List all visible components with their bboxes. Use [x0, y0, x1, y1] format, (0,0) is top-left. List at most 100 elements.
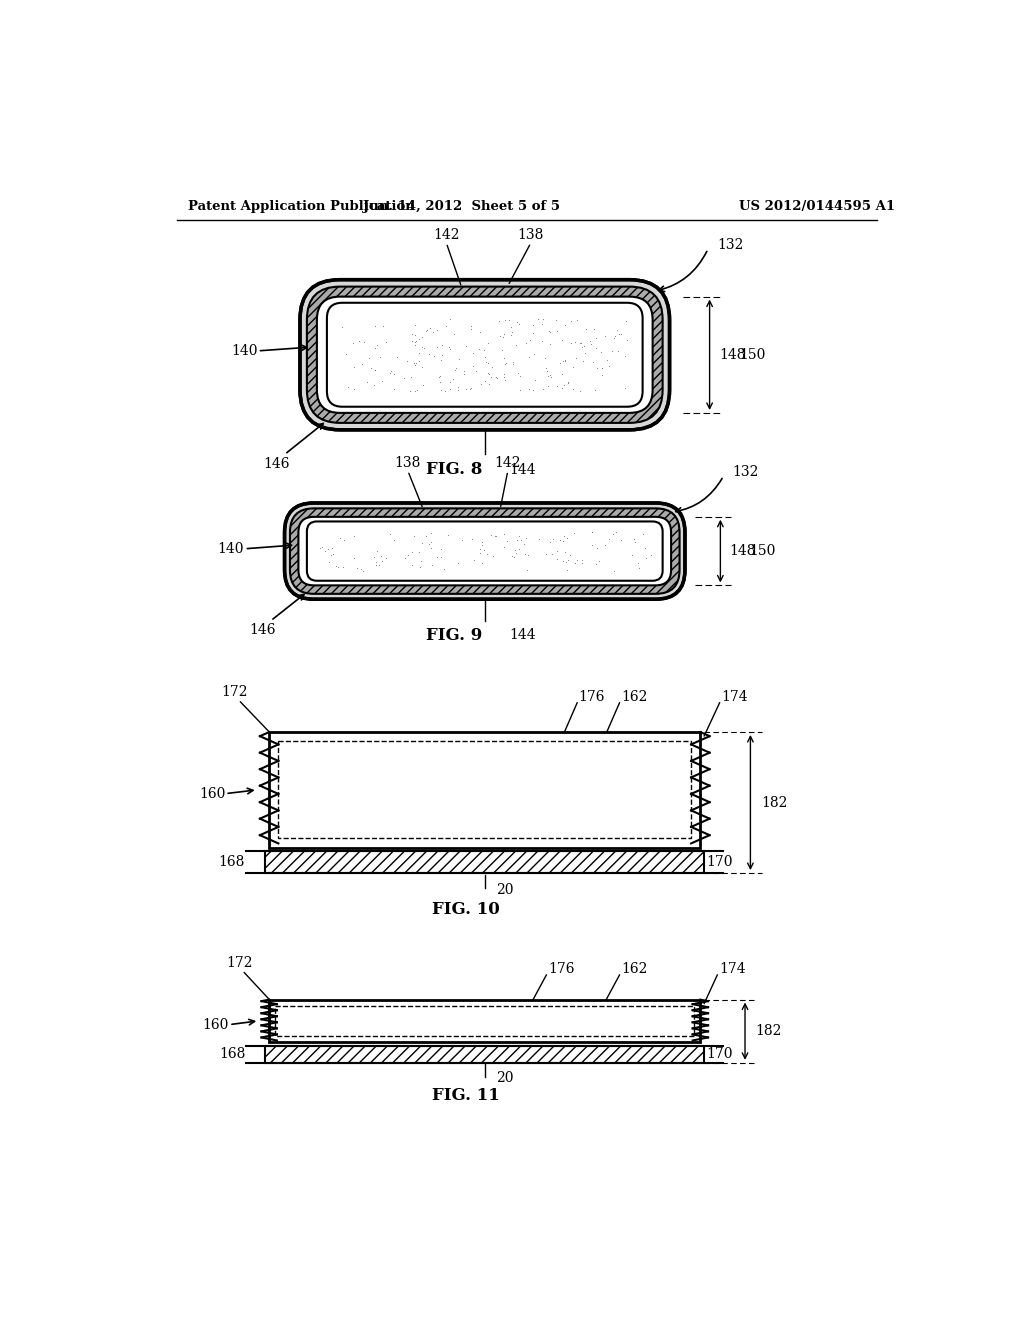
Point	[486, 338, 503, 359]
Point	[471, 315, 487, 337]
Point	[505, 354, 521, 375]
Point	[589, 537, 605, 558]
Point	[518, 366, 535, 387]
Point	[436, 362, 453, 383]
Point	[422, 379, 438, 400]
Point	[437, 380, 454, 401]
Point	[381, 363, 397, 384]
Point	[374, 550, 390, 572]
Point	[345, 545, 361, 566]
Point	[322, 525, 338, 546]
Point	[419, 368, 435, 389]
Point	[422, 549, 438, 570]
Point	[454, 363, 470, 384]
Point	[397, 558, 414, 579]
Point	[553, 371, 569, 392]
Point	[582, 529, 598, 550]
Point	[554, 371, 570, 392]
Text: 170: 170	[707, 1047, 733, 1061]
Point	[403, 367, 420, 388]
Point	[551, 364, 567, 385]
Point	[407, 355, 423, 376]
Point	[373, 318, 389, 339]
Point	[371, 554, 387, 576]
Point	[515, 318, 531, 339]
Point	[485, 354, 502, 375]
Point	[591, 558, 607, 579]
Point	[600, 318, 616, 339]
Point	[564, 560, 581, 581]
Point	[597, 326, 613, 347]
Point	[559, 371, 575, 392]
Point	[476, 339, 493, 360]
Point	[436, 556, 453, 577]
Point	[397, 548, 414, 569]
Point	[413, 525, 429, 546]
Point	[564, 350, 581, 371]
Point	[572, 333, 589, 354]
Point	[556, 366, 572, 387]
Point	[350, 330, 367, 351]
Point	[416, 313, 432, 334]
Point	[404, 541, 421, 562]
Point	[539, 360, 555, 381]
Point	[441, 339, 458, 360]
Point	[607, 368, 624, 389]
Point	[462, 378, 478, 399]
Point	[360, 317, 377, 338]
Point	[359, 331, 376, 352]
Point	[396, 368, 413, 389]
Point	[470, 356, 486, 378]
Point	[603, 323, 620, 345]
Point	[343, 366, 359, 387]
Point	[432, 546, 449, 568]
Point	[553, 378, 569, 399]
Point	[356, 350, 373, 371]
Point	[473, 525, 489, 546]
Point	[560, 310, 577, 331]
Point	[400, 527, 417, 548]
Point	[563, 548, 580, 569]
Point	[580, 536, 596, 557]
Point	[374, 364, 390, 385]
Point	[404, 330, 421, 351]
Point	[439, 531, 456, 552]
Point	[414, 337, 430, 358]
Text: 132: 132	[717, 238, 743, 252]
Point	[443, 356, 460, 378]
Point	[440, 337, 457, 358]
Point	[521, 531, 538, 552]
Point	[453, 358, 469, 379]
Bar	[269, 999, 700, 1041]
Point	[471, 338, 487, 359]
Point	[369, 544, 385, 565]
Point	[577, 524, 593, 545]
Point	[359, 312, 376, 333]
Point	[560, 372, 577, 393]
Point	[598, 370, 614, 391]
Point	[371, 326, 387, 347]
Point	[559, 333, 575, 354]
Point	[500, 541, 516, 562]
Point	[494, 317, 510, 338]
Point	[398, 314, 415, 335]
Point	[359, 531, 376, 552]
Point	[583, 333, 599, 354]
Point	[539, 358, 555, 379]
Text: 168: 168	[220, 1047, 246, 1061]
Point	[567, 347, 584, 368]
Point	[514, 345, 530, 366]
Point	[594, 358, 610, 379]
Point	[529, 329, 546, 350]
Point	[404, 338, 421, 359]
Point	[609, 341, 626, 362]
Point	[568, 549, 585, 570]
Point	[374, 372, 390, 393]
Point	[548, 358, 564, 379]
Point	[508, 334, 524, 355]
Point	[509, 312, 525, 333]
Point	[423, 335, 439, 356]
Text: 174: 174	[721, 690, 748, 705]
Point	[547, 557, 563, 578]
Point	[430, 367, 446, 388]
